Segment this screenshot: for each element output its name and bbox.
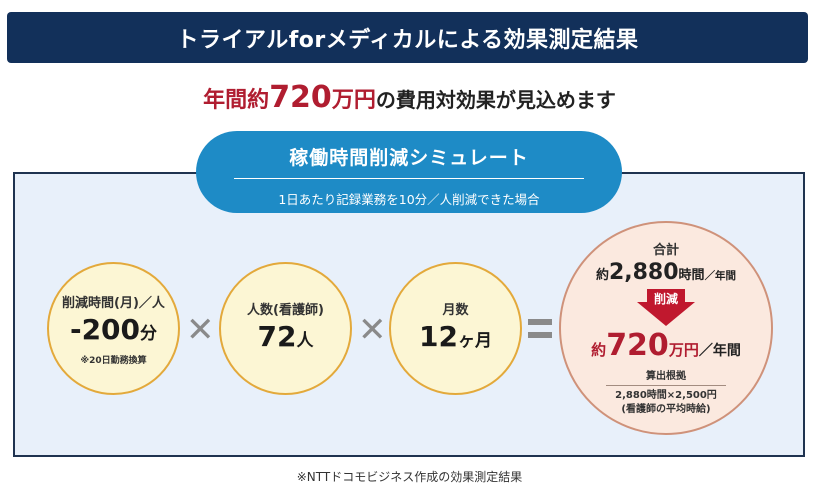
basis-note: (看護師の平均時給) xyxy=(621,404,711,415)
arrow-shaft xyxy=(647,289,685,303)
factor-label: 削減時間(月)／人 xyxy=(62,295,165,311)
hours-per-year: ／年間 xyxy=(704,270,737,282)
factor-unit: 分 xyxy=(140,323,158,344)
arrow-label: 削減 xyxy=(653,292,678,306)
factor-reduced-time: 削減時間(月)／人 -200分 ※20日勤務換算 xyxy=(47,262,180,395)
factor-unit: ヶ月 xyxy=(457,331,492,351)
factor-unit: 人 xyxy=(296,331,314,351)
factor-label: 月数 xyxy=(442,303,469,318)
factor-label: 人数(看護師) xyxy=(247,303,324,318)
equals-icon-bottom xyxy=(528,332,552,338)
header-title-bar: トライアルforメディカルによる効果測定結果 xyxy=(7,12,808,63)
footnote: ※NTTドコモビジネス作成の効果測定結果 xyxy=(296,470,523,484)
headline-amount: 720 xyxy=(269,80,332,115)
result-label: 合計 xyxy=(652,243,679,258)
money-per-year: ／年間 xyxy=(698,343,741,359)
headline-accent: 年間約720万円 xyxy=(203,80,376,115)
multiply-icon: ✕ xyxy=(186,310,215,350)
divider xyxy=(234,178,584,179)
money-value: 720 xyxy=(606,328,669,363)
result-money: 約720万円／年間 xyxy=(591,328,741,363)
divider xyxy=(606,385,726,386)
simulation-title: 稼働時間削減シミュレート xyxy=(289,147,529,169)
simulation-header-pill: 稼働時間削減シミュレート 1日あたり記録業務を10分／人削減できた場合 xyxy=(196,131,622,213)
multiply-icon: ✕ xyxy=(358,310,387,350)
result-circle: 合計 約2,880時間／年間 削減 約720万円／年間 算出根拠 2,880時間… xyxy=(559,221,773,435)
money-unit: 万円 xyxy=(668,341,699,359)
down-arrow-icon: 削減 xyxy=(637,289,695,326)
headline-prefix: 年間約 xyxy=(203,88,270,113)
hours-unit: 時間 xyxy=(678,268,705,283)
factor-value: -200分 xyxy=(70,313,157,351)
factor-note: ※20日勤務換算 xyxy=(80,355,147,366)
factor-nurse-count: 人数(看護師) 72人 xyxy=(219,262,352,395)
factor-number: -200 xyxy=(69,312,141,346)
simulation-subtitle: 1日あたり記録業務を10分／人削減できた場合 xyxy=(278,192,540,207)
factor-months: 月数 12ヶ月 xyxy=(389,262,522,395)
equals-icon-top xyxy=(528,319,552,325)
factor-number: 72 xyxy=(257,320,297,353)
factor-value: 12ヶ月 xyxy=(419,320,492,358)
factor-number: 12 xyxy=(419,320,458,353)
basis-formula: 2,880時間×2,500円 xyxy=(615,390,717,401)
money-prefix: 約 xyxy=(591,341,607,359)
hours-value: 2,880 xyxy=(608,260,679,285)
factor-value: 72人 xyxy=(258,320,314,358)
headline-suffix: 万円 xyxy=(331,88,376,113)
headline: 年間約720万円の費用対効果が見込めます xyxy=(0,80,819,115)
basis-title: 算出根拠 xyxy=(646,371,686,382)
headline-rest: の費用対効果が見込めます xyxy=(375,88,616,112)
result-hours: 約2,880時間／年間 xyxy=(596,260,736,285)
arrow-head xyxy=(637,302,695,326)
page-title: トライアルforメディカルによる効果測定結果 xyxy=(176,27,639,53)
hours-prefix: 約 xyxy=(595,268,609,283)
